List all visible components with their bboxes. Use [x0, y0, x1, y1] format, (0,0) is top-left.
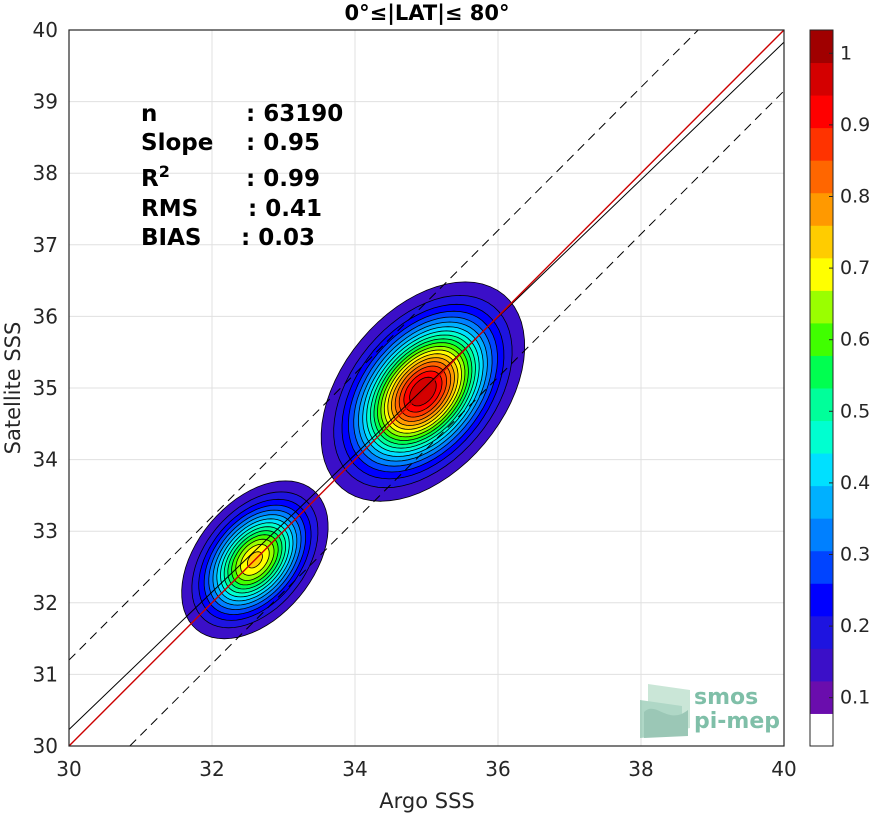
y-tick-label: 38 — [33, 161, 58, 185]
stat-value: : 63190 — [246, 101, 343, 127]
stat-label: RMS — [141, 196, 198, 222]
stat-label: BIAS — [141, 225, 201, 251]
x-tick-label: 36 — [485, 757, 510, 781]
colorbar-swatch — [810, 583, 833, 617]
chart-title: 0°≤|LAT|≤ 80° — [344, 1, 509, 26]
x-tick-labels: 30 32 34 36 38 40 — [56, 757, 796, 781]
y-tick-label: 32 — [33, 591, 58, 615]
colorbar-swatch — [810, 192, 833, 226]
smos-pi-mep-logo: smos pi-mep — [640, 684, 780, 738]
statistics-box: n : 63190 Slope : 0.95 R2 : 0.99 RMS : 0.41 BIAS… — [141, 101, 343, 251]
x-tick-label: 38 — [628, 757, 653, 781]
stat-value: : 0.99 — [246, 166, 320, 192]
colorbar-swatch — [810, 160, 833, 194]
colorbar-tick-label: 0.5 — [840, 400, 870, 422]
y-tick-labels: 30 31 32 33 34 35 36 37 38 39 40 — [33, 18, 58, 758]
y-tick-label: 39 — [33, 90, 58, 114]
colorbar-swatch — [810, 485, 833, 519]
y-tick-label: 40 — [33, 18, 58, 42]
colorbar-tick-label: 0.3 — [840, 543, 870, 565]
y-axis-label: Satellite SSS — [1, 322, 25, 455]
colorbar-swatch — [810, 95, 833, 129]
colorbar-swatch — [810, 290, 833, 324]
colorbar-swatch — [810, 420, 833, 454]
logo-text-pi-mep: pi-mep — [694, 709, 780, 734]
stat-value: : 0.95 — [246, 130, 320, 156]
stat-value: : 0.41 — [248, 196, 322, 222]
lower-bound-dashed-line — [129, 90, 785, 747]
colorbar-swatch — [810, 322, 833, 356]
colorbar-swatch — [810, 225, 833, 259]
logo-graphic-icon — [640, 684, 690, 738]
colorbar-swatch — [810, 550, 833, 584]
colorbar-tick-label: 1 — [840, 42, 852, 64]
colorbar-swatch — [810, 30, 833, 64]
x-tick-label: 40 — [771, 757, 796, 781]
colorbar-swatch — [810, 518, 833, 552]
colorbar-swatch — [810, 680, 833, 714]
stat-label: n — [141, 101, 157, 127]
colorbar: 0.1 0.2 0.3 0.4 0.5 0.6 0.7 0.8 0.9 1 — [809, 29, 870, 747]
y-tick-label: 31 — [33, 662, 58, 686]
colorbar-swatch — [810, 453, 833, 487]
reference-lines — [68, 29, 785, 747]
colorbar-swatch — [810, 713, 833, 747]
colorbar-tick-label: 0.4 — [840, 472, 870, 494]
y-tick-label: 35 — [33, 376, 58, 400]
colorbar-frame — [809, 29, 834, 747]
stat-label: Slope — [141, 130, 213, 156]
y-tick-label: 34 — [33, 448, 58, 472]
stat-value: : 0.03 — [241, 225, 315, 251]
x-axis-label: Argo SSS — [379, 789, 474, 813]
colorbar-swatch — [810, 257, 833, 291]
x-tick-label: 30 — [56, 757, 81, 781]
colorbar-tick-label: 0.7 — [840, 257, 870, 279]
colorbar-tick-label: 0.6 — [840, 329, 870, 351]
plot-frame — [68, 29, 785, 747]
colorbar-tick-labels: 0.1 0.2 0.3 0.4 0.5 0.6 0.7 0.8 0.9 1 — [829, 42, 870, 709]
logo-text-smos: smos — [694, 685, 758, 710]
y-tick-label: 33 — [33, 519, 58, 543]
colorbar-tick-label: 0.1 — [840, 687, 870, 709]
colorbar-tick-label: 0.8 — [840, 185, 870, 207]
colorbar-swatch — [810, 127, 833, 161]
identity-line — [68, 29, 785, 747]
y-tick-label: 30 — [33, 734, 58, 758]
stat-label: R2 — [141, 162, 170, 192]
colorbar-swatch — [810, 355, 833, 389]
plot-area — [68, 29, 785, 747]
colorbar-swatch — [810, 615, 833, 649]
colorbar-tick-label: 0.2 — [840, 615, 870, 637]
colorbar-swatch — [810, 62, 833, 96]
y-tick-label: 37 — [33, 233, 58, 257]
regression-line — [68, 41, 785, 730]
x-tick-label: 32 — [199, 757, 224, 781]
colorbar-tick-label: 0.9 — [840, 114, 870, 136]
x-tick-label: 34 — [342, 757, 367, 781]
y-tick-label: 36 — [33, 304, 58, 328]
colorbar-swatches — [810, 30, 833, 747]
upper-bound-dashed-line — [68, 29, 699, 661]
colorbar-swatch — [810, 388, 833, 422]
colorbar-swatch — [810, 648, 833, 682]
